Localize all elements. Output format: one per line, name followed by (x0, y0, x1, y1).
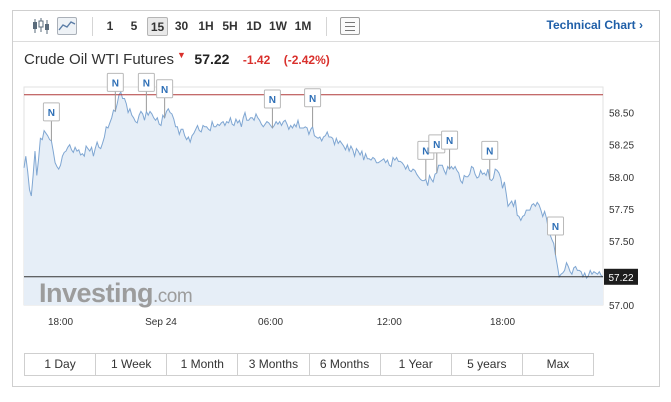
x-tick-label: 12:00 (377, 317, 402, 328)
range-selector: 1 Day 1 Week 1 Month 3 Months 6 Months 1… (24, 353, 594, 376)
timeframe-1h[interactable]: 1H (198, 19, 214, 33)
x-tick-label: Sep 24 (145, 317, 177, 328)
chart-toolbar: 1 5 15 30 1H 5H 1D 1W 1M Technical Chart… (13, 11, 659, 42)
news-marker-label: N (48, 108, 55, 119)
news-marker-label: N (552, 222, 559, 233)
news-marker-label: N (161, 85, 168, 96)
y-tick-label: 57.00 (609, 301, 634, 312)
toolbar-divider (92, 17, 93, 36)
timeframe-5h[interactable]: 5H (222, 19, 238, 33)
news-marker: N (156, 79, 174, 118)
last-price-badge-label: 57.22 (608, 273, 633, 284)
news-marker: N (441, 130, 459, 170)
range-6-months[interactable]: 6 Months (310, 354, 381, 375)
news-marker-label: N (143, 78, 150, 89)
x-tick-label: 18:00 (48, 317, 73, 328)
instrument-name: Crude Oil WTI Futures (24, 51, 175, 68)
news-marker-box (304, 88, 322, 108)
price-line (23, 90, 604, 280)
news-marker: N (42, 102, 60, 141)
timeframe-1w[interactable]: 1W (269, 19, 287, 33)
news-marker-label: N (269, 95, 276, 106)
news-marker-box (106, 72, 124, 92)
timeframe-1m[interactable]: 1M (294, 19, 312, 33)
news-marker-box (441, 130, 459, 150)
area-chart-icon[interactable] (57, 17, 77, 35)
news-marker-label: N (486, 146, 493, 157)
last-price-badge (604, 268, 638, 285)
news-marker-box (481, 140, 499, 160)
news-marker-box (137, 72, 155, 92)
price-chart: 58.50 58.25 58.00 57.75 57.50 57.00 57.22 18:00… (23, 72, 638, 328)
range-max[interactable]: Max (546, 357, 570, 371)
range-1-week[interactable]: 1 Week (96, 354, 168, 375)
timeframe-1d[interactable]: 1D (246, 19, 262, 33)
y-tick-label: 57.50 (609, 237, 634, 248)
chart-settings-icon[interactable] (340, 17, 360, 35)
news-marker: N (106, 72, 124, 112)
news-marker-label: N (309, 94, 316, 105)
timeframe-5[interactable]: 5 (130, 19, 138, 33)
news-marker: N (428, 134, 446, 173)
timeframe-30[interactable]: 30 (174, 19, 189, 33)
range-1-month[interactable]: 1 Month (167, 354, 239, 375)
news-marker-label: N (446, 136, 453, 147)
range-5-years[interactable]: 5 years (452, 354, 523, 375)
timeframe-15[interactable]: 15 (147, 17, 168, 36)
price-change-percent: (-2.42%) (283, 53, 330, 67)
price-area (24, 92, 603, 305)
watermark-suffix: .com (153, 286, 192, 307)
y-tick-label: 58.25 (609, 141, 634, 152)
news-marker-box (156, 79, 174, 99)
down-arrow-icon: ▼ (177, 50, 186, 60)
last-price: 57.22 (194, 51, 230, 67)
news-marker: N (263, 89, 281, 129)
news-marker-label: N (112, 78, 119, 89)
investing-watermark: Investing.com (39, 278, 192, 308)
range-1-year[interactable]: 1 Year (381, 354, 452, 375)
price-change: -1.42 (242, 53, 271, 67)
news-marker: N (481, 140, 499, 180)
timeframe-1[interactable]: 1 (106, 19, 114, 33)
news-marker: N (304, 88, 322, 127)
news-marker-box (547, 216, 565, 236)
chart-widget: 1 5 15 30 1H 5H 1D 1W 1M Technical Chart… (12, 10, 660, 387)
candlestick-chart-icon[interactable] (31, 17, 51, 35)
toolbar-divider (326, 17, 327, 36)
y-tick-label: 58.00 (609, 173, 634, 184)
news-marker-box (42, 102, 60, 122)
y-tick-label: 58.50 (609, 109, 634, 120)
news-marker-box (263, 89, 281, 109)
news-marker: N (137, 72, 155, 112)
news-marker: N (547, 216, 565, 255)
y-tick-label: 57.75 (609, 205, 634, 216)
range-1-day[interactable]: 1 Day (25, 354, 97, 375)
x-tick-label: 06:00 (258, 317, 283, 328)
news-marker-label: N (433, 140, 440, 151)
news-marker-label: N (422, 146, 429, 157)
watermark-brand: Investing (39, 278, 153, 308)
instrument-header: Crude Oil WTI Futures ▼ 57.22 -1.42 (-2.4… (24, 50, 330, 71)
x-tick-label: 18:00 (490, 317, 515, 328)
technical-chart-link[interactable]: Technical Chart › (546, 18, 643, 32)
range-3-months[interactable]: 3 Months (238, 354, 310, 375)
